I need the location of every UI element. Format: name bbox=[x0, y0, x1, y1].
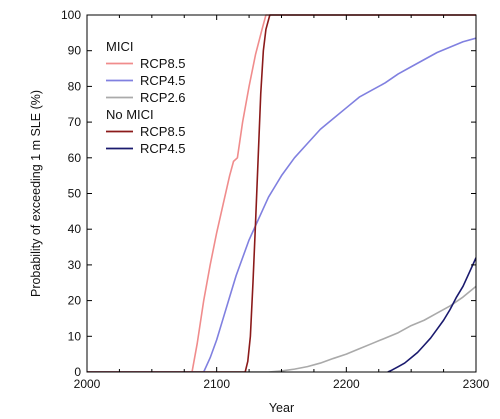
legend: MICI RCP8.5 RCP4.5 RCP2.6 No MICI RCP8.5 RCP4.… bbox=[106, 39, 186, 156]
y-tick-label: 30 bbox=[68, 258, 82, 272]
series-layer bbox=[87, 14, 476, 372]
y-tick-label: 40 bbox=[68, 222, 82, 236]
legend-entry-label: RCP8.5 bbox=[140, 124, 186, 139]
legend-entry-label: RCP8.5 bbox=[140, 56, 186, 71]
legend-group-title: MICI bbox=[106, 39, 133, 54]
y-tick-label: 90 bbox=[68, 44, 82, 58]
y-tick-label: 50 bbox=[68, 187, 82, 201]
x-axis-label: Year bbox=[269, 401, 294, 415]
series-line-mici-rcp85 bbox=[87, 14, 476, 372]
y-tick-label: 60 bbox=[68, 151, 82, 165]
x-tick-label: 2300 bbox=[463, 377, 490, 391]
y-tick-label: 20 bbox=[68, 294, 82, 308]
series-line-mici-rcp26 bbox=[87, 285, 476, 372]
y-tick-label: 10 bbox=[68, 329, 82, 343]
series-line-no-mici-rcp85 bbox=[87, 14, 476, 372]
x-tick-label: 2200 bbox=[333, 377, 360, 391]
legend-entry-label: RCP4.5 bbox=[140, 141, 186, 156]
x-tick-label: 2100 bbox=[203, 377, 230, 391]
y-axis-label: Probability of exceeding 1 m SLE (%) bbox=[29, 90, 43, 297]
legend-entry-label: RCP4.5 bbox=[140, 73, 186, 88]
x-tick-label: 2000 bbox=[74, 377, 101, 391]
series-line-mici-rcp45 bbox=[87, 37, 476, 372]
series-line-no-mici-rcp45 bbox=[387, 257, 476, 372]
y-tick-label: 80 bbox=[68, 79, 82, 93]
legend-entry-label: RCP2.6 bbox=[140, 90, 186, 105]
ticks-layer: 0 10 20 30 40 50 60 70 80 90 100 2000 2100 2200 2300 bbox=[61, 8, 490, 391]
legend-group-title: No MICI bbox=[106, 107, 154, 122]
y-tick-label: 100 bbox=[61, 8, 81, 22]
y-tick-label: 70 bbox=[68, 115, 82, 129]
y-tick-label: 0 bbox=[74, 365, 81, 379]
